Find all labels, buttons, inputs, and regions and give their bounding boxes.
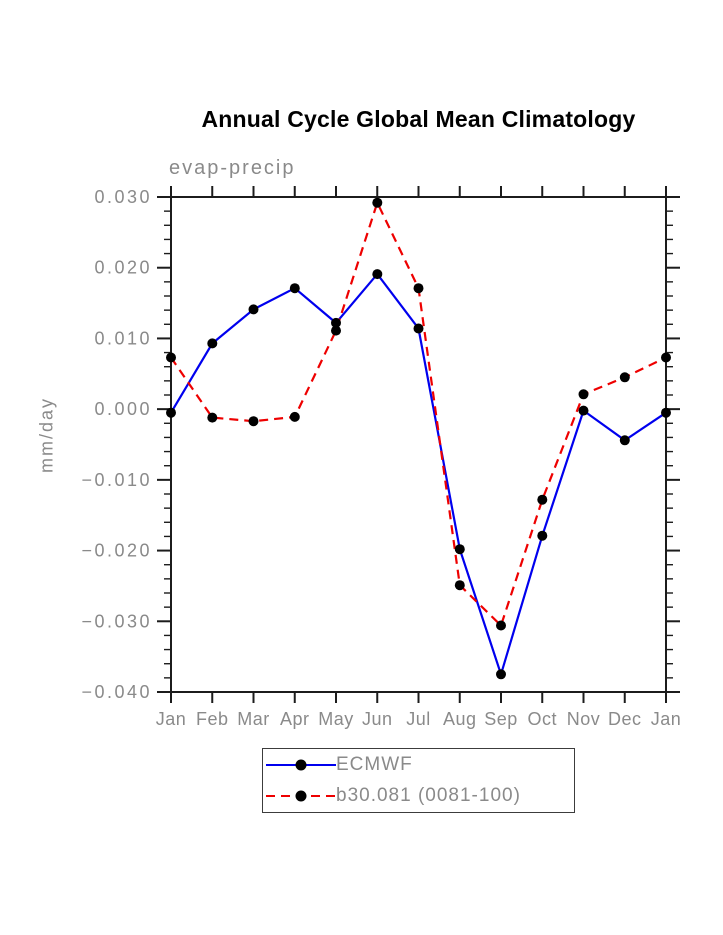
data-point-marker (578, 389, 589, 400)
data-point-marker (207, 338, 218, 349)
legend-marker-dot-icon (295, 790, 307, 802)
plot-frame (170, 196, 667, 693)
legend-label: ECMWF (336, 754, 413, 776)
data-point-marker (372, 197, 383, 208)
x-tick-label: Dec (608, 709, 642, 729)
y-tick-label: 0.010 (94, 328, 152, 348)
x-tick-label: May (318, 709, 354, 729)
data-point-marker (289, 411, 300, 422)
data-point-marker (661, 352, 671, 363)
x-tick-label: Jan (651, 709, 682, 729)
legend-marker-dot-icon (295, 759, 307, 771)
y-tick-label: −0.030 (81, 611, 152, 631)
data-point-marker (413, 283, 424, 294)
series-line-ecmwf (170, 272, 667, 678)
data-point-marker (166, 352, 176, 363)
data-point-marker (619, 372, 630, 383)
data-point-marker (372, 269, 383, 280)
data-point-marker (537, 494, 548, 505)
data-point-marker (619, 435, 630, 446)
legend-label: b30.081 (0081-100) (336, 784, 521, 806)
x-tick-label: Sep (484, 709, 518, 729)
y-tick-label: 0.000 (94, 399, 152, 419)
legend-line-sample-solid (266, 759, 336, 771)
legend-item-b30-081: b30.081 (0081-100) (263, 782, 574, 810)
chart-title: Annual Cycle Global Mean Climatology (201, 106, 636, 132)
series-line-b30-081 (170, 199, 667, 628)
x-tick-label: Mar (237, 709, 270, 729)
x-tick-label: Oct (527, 709, 557, 729)
y-tick-label: −0.020 (81, 541, 152, 561)
x-tick-label: Jul (406, 709, 431, 729)
data-point-marker (289, 283, 300, 294)
data-point-marker (454, 544, 465, 555)
data-point-marker (454, 580, 465, 591)
y-tick-label: 0.020 (94, 258, 152, 278)
data-point-marker (331, 325, 341, 336)
x-tick-label: Jan (156, 709, 187, 729)
data-point-marker (661, 407, 671, 418)
x-tick-label: Feb (196, 709, 229, 729)
data-point-marker (207, 412, 218, 423)
x-tick-label: Aug (443, 709, 477, 729)
legend: ECMWF b30.081 (0081-100) (262, 748, 575, 813)
legend-line-sample-dashed (266, 790, 336, 802)
data-point-marker (537, 530, 548, 541)
data-point-marker (248, 416, 259, 427)
data-point-marker (166, 407, 176, 418)
data-point-marker (496, 669, 506, 680)
data-point-marker (413, 323, 424, 334)
data-point-marker (578, 405, 589, 416)
data-point-marker (331, 317, 341, 328)
data-point-marker (248, 304, 259, 315)
x-tick-label: Nov (567, 709, 601, 729)
x-tick-label: Jun (362, 709, 393, 729)
y-tick-label: 0.030 (94, 187, 152, 207)
data-point-marker (496, 620, 506, 631)
y-tick-label: −0.010 (81, 470, 152, 490)
y-tick-label: −0.040 (81, 682, 152, 702)
x-tick-label: Apr (280, 709, 310, 729)
legend-item-ecmwf: ECMWF (263, 751, 574, 779)
chart-subtitle: evap-precip (169, 157, 296, 179)
